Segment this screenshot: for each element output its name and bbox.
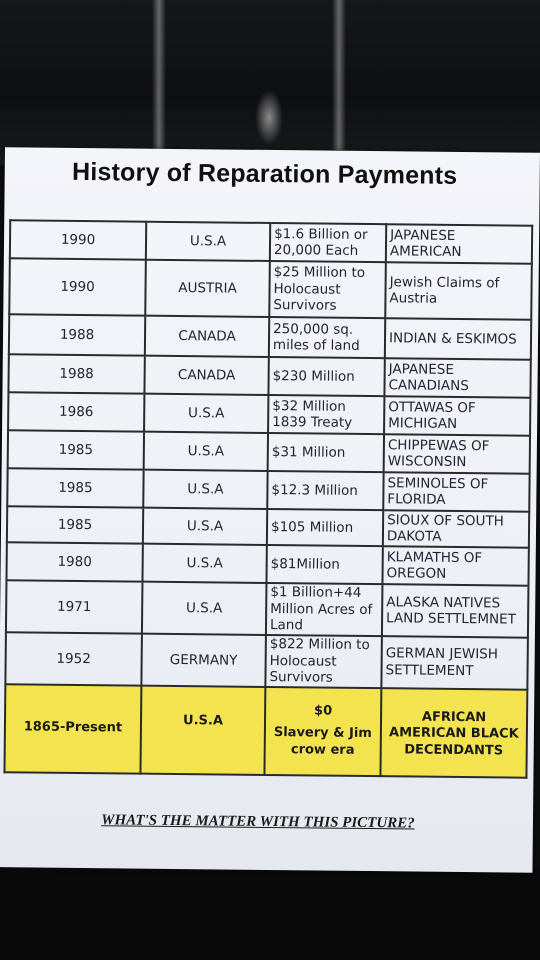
cell-amount: $32 Million 1839 Treaty <box>268 394 385 435</box>
printed-sheet: History of Reparation Payments 1990 U.S.A… <box>0 147 540 873</box>
cell-year: 1985 <box>7 468 144 508</box>
highlight-body: 1865-Present U.S.A $0 Slavery & Jim crow… <box>4 683 528 778</box>
cell-recipient: OTTAWAS OF MICHIGAN <box>384 396 531 436</box>
cell-year: 1988 <box>8 314 146 356</box>
table-row: 1985 U.S.A $31 Million CHIPPEWAS OF WISCONS… <box>7 430 531 474</box>
table-row: 1990 U.S.A $1.6 Billion or 20,000 Each JAPA… <box>9 220 533 264</box>
cell-amount: $1.6 Billion or 20,000 Each <box>269 222 387 263</box>
cell-year: 1980 <box>6 542 143 582</box>
page-title: History of Reparation Payments <box>71 157 458 190</box>
table-row: 1990 AUSTRIA $25 Million to Holocaust Surv… <box>9 258 532 320</box>
cell-recipient: KLAMATHS OF OREGON <box>382 546 529 586</box>
cell-country: CANADA <box>144 315 270 357</box>
cell-country: U.S.A <box>142 543 267 583</box>
cell-amount: $25 Million to Holocaust Survivors <box>269 260 386 319</box>
highlight-amount-note: Slavery & Jim crow era <box>273 725 372 758</box>
table-row: 1985 U.S.A $12.3 Million SEMINOLES OF FLORI… <box>7 468 530 512</box>
cell-country: CANADA <box>144 355 269 395</box>
cell-recipient: JAPANESE AMERICAN <box>385 224 533 264</box>
cell-recipient: GERMAN JEWISH SETTLEMENT <box>381 636 528 690</box>
cell-year: 1990 <box>9 258 146 316</box>
cell-year: 1952 <box>5 632 142 686</box>
cell-country: U.S.A <box>143 431 269 471</box>
highlight-amount-value: $0 <box>314 703 333 719</box>
highlight-recipient: AFRICAN AMERICAN BLACK DECENDANTS <box>380 687 528 778</box>
cell-amount: $1 Billion+44 Million Acres of Land <box>265 582 383 637</box>
highlight-row: 1865-Present U.S.A $0 Slavery & Jim crow… <box>4 683 528 778</box>
highlight-year: 1865-Present <box>4 683 142 774</box>
cell-country: U.S.A <box>141 581 267 635</box>
cell-recipient: Jewish Claims of Austria <box>385 262 532 320</box>
cell-country: AUSTRIA <box>145 259 270 317</box>
cell-country: U.S.A <box>143 469 268 509</box>
cell-country: GERMANY <box>141 633 266 687</box>
reparations-table: 1990 U.S.A $1.6 Billion or 20,000 Each JAPA… <box>3 219 533 778</box>
cell-amount: $12.3 Million <box>267 470 384 511</box>
cell-recipient: CHIPPEWAS OF WISCONSIN <box>383 434 531 474</box>
background-light-streak <box>152 0 166 150</box>
photo-background-bottom <box>0 870 540 960</box>
table-row: 1971 U.S.A $1 Billion+44 Million Acres of … <box>5 580 529 638</box>
cell-recipient: SIOUX OF SOUTH DAKOTA <box>382 510 530 548</box>
table-row: 1980 U.S.A $81Million KLAMATHS OF OREGON <box>6 542 529 586</box>
cell-amount: $31 Million <box>267 432 385 473</box>
background-glare <box>255 90 283 145</box>
cell-year: 1985 <box>6 506 144 544</box>
cell-amount: $822 Million to Holocaust Survivors <box>265 634 382 688</box>
table-row: 1952 GERMANY $822 Million to Holocaust Sur… <box>5 632 528 690</box>
cell-recipient: JAPANESE CANADIANS <box>384 358 531 398</box>
cell-country: U.S.A <box>142 507 268 545</box>
table-row: 1986 U.S.A $32 Million 1839 Treaty OTTAWAS … <box>8 392 531 436</box>
cell-recipient: ALASKA NATIVES LAND SETTLEMNET <box>381 584 529 638</box>
cell-country: U.S.A <box>145 221 271 261</box>
cell-recipient: SEMINOLES OF FLORIDA <box>383 472 530 512</box>
cell-year: 1990 <box>9 220 147 260</box>
table-row: 1985 U.S.A $105 Million SIOUX OF SOUTH DAKO… <box>6 506 530 548</box>
table-row: 1988 CANADA $230 Million JAPANESE CANADIANS <box>8 354 531 398</box>
cell-amount: $105 Million <box>266 508 384 547</box>
table-row: 1988 CANADA 250,000 sq. miles of land INDIA… <box>8 314 532 360</box>
table-body: 1990 U.S.A $1.6 Billion or 20,000 Each JAPA… <box>5 220 533 690</box>
cell-year: 1971 <box>5 580 143 634</box>
highlight-country: U.S.A <box>140 685 266 775</box>
highlight-amount: $0 Slavery & Jim crow era <box>264 686 382 776</box>
cell-year: 1988 <box>8 354 145 394</box>
cell-year: 1986 <box>8 392 145 432</box>
cell-amount: $230 Million <box>268 356 385 397</box>
background-light-streak <box>332 0 346 150</box>
cell-country: U.S.A <box>144 393 269 433</box>
cell-recipient: INDIAN & ESKIMOS <box>384 318 532 360</box>
cell-amount: $81Million <box>266 544 383 585</box>
cell-amount: 250,000 sq. miles of land <box>268 316 386 359</box>
tagline: WHAT'S THE MATTER WITH THIS PICTURE? <box>101 812 415 832</box>
cell-year: 1985 <box>7 430 145 470</box>
